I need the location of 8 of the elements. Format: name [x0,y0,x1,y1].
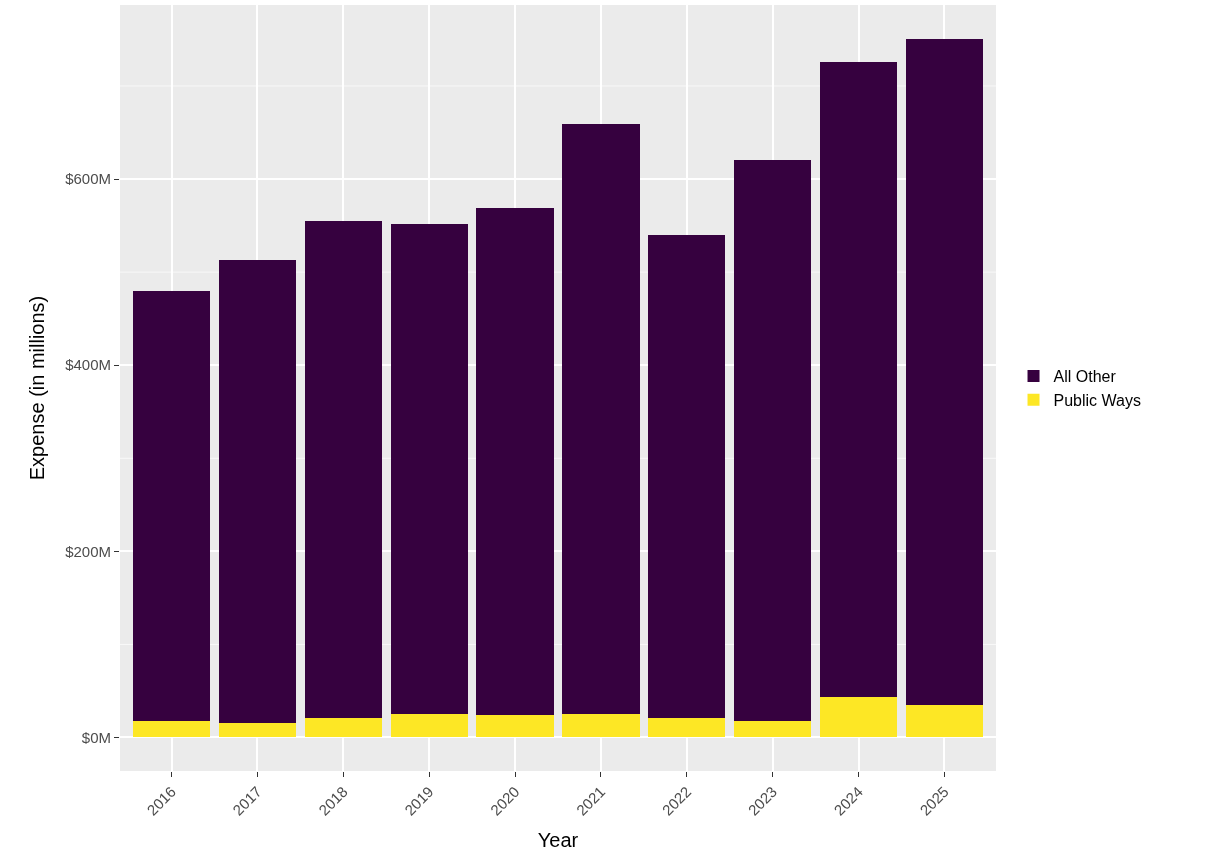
y-axis-title: Expense (in millions) [25,295,48,481]
legend-label: Public Ways [1053,391,1141,409]
x-axis-title: Year [537,829,579,852]
y-tick-label: $400M [65,356,111,374]
y-tick-label: $200M [65,542,111,560]
y-tick-label: $600M [65,170,111,188]
legend-label: All Other [1053,368,1117,386]
y-tick-label: $0M [81,728,111,746]
